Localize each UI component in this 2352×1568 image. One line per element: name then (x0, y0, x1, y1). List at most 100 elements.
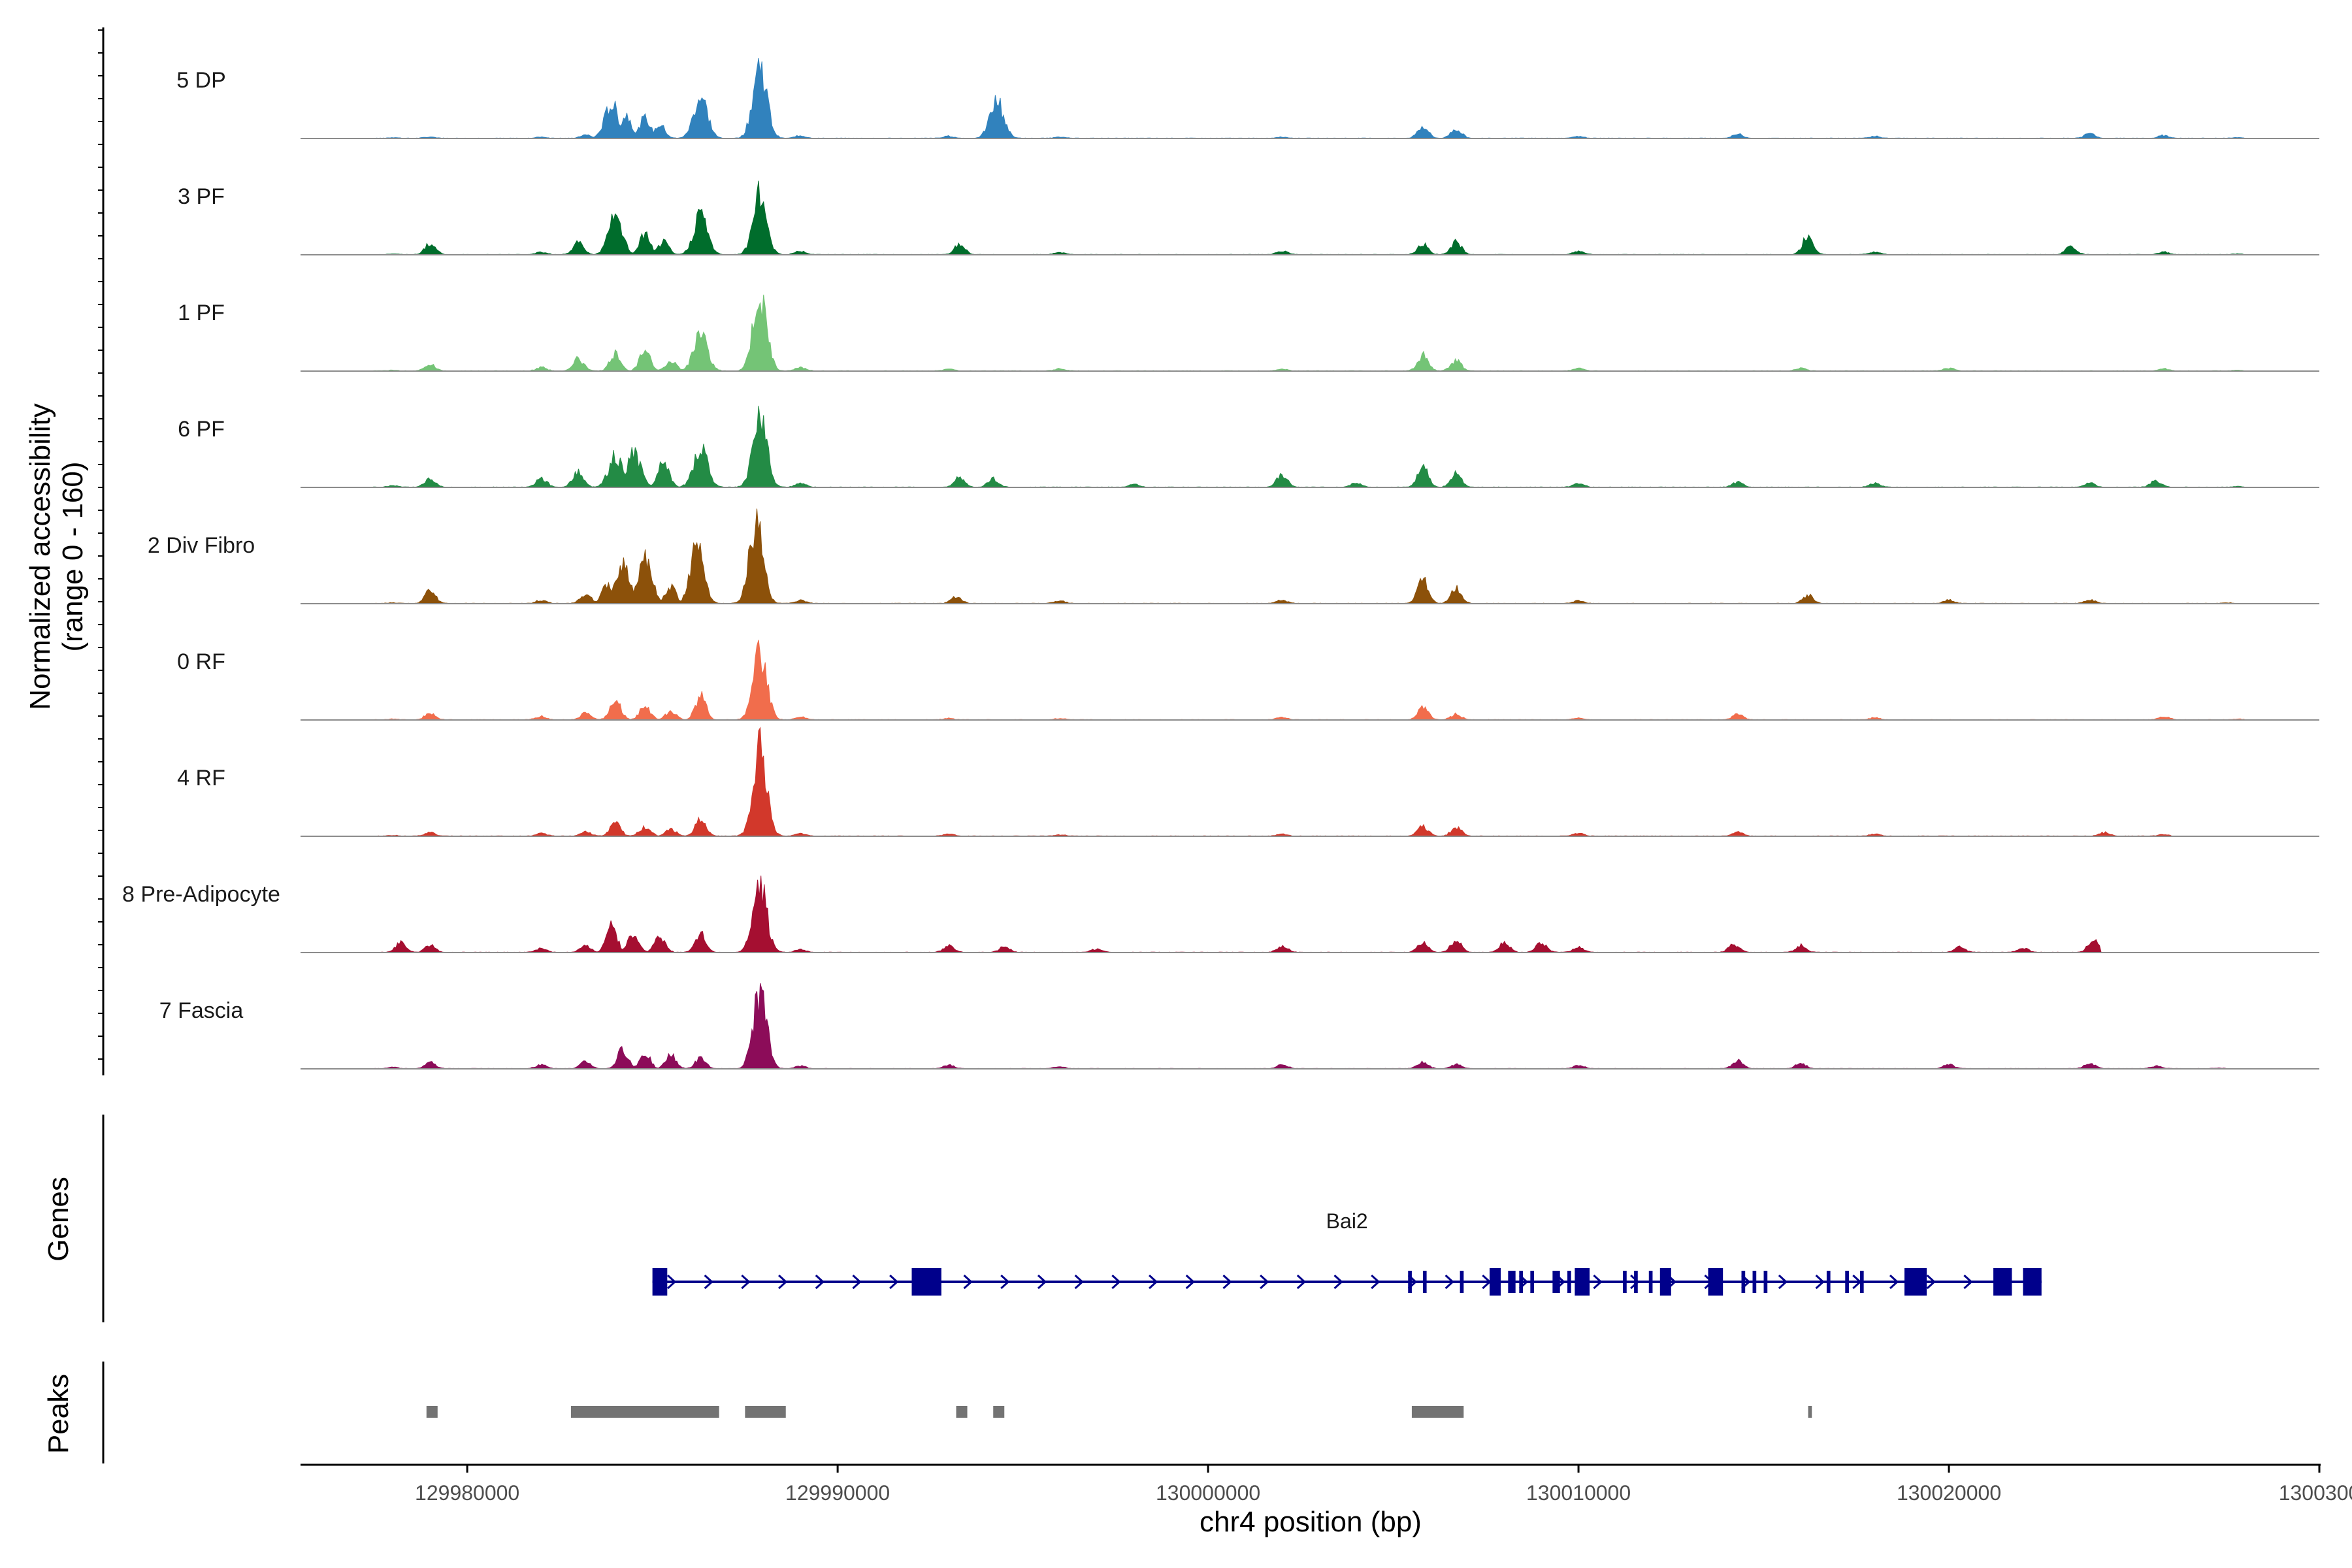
peak-region (1411, 1406, 1464, 1418)
coverage-area (363, 508, 2238, 604)
gene-exon (1623, 1271, 1627, 1293)
peak-region (993, 1406, 1005, 1418)
gene-exon (1422, 1271, 1427, 1293)
strand-arrow (1111, 1274, 1121, 1290)
strand-arrow (778, 1274, 788, 1290)
track-0-rf (301, 640, 2319, 721)
gene-exon (1634, 1271, 1638, 1293)
gene-exon (1826, 1271, 1831, 1293)
strand-arrow (1778, 1274, 1788, 1290)
peaks-panel-label: Peaks (42, 1374, 74, 1454)
gene-exon (1708, 1268, 1723, 1296)
gene-exon (1659, 1268, 1671, 1296)
strand-arrow (963, 1274, 973, 1290)
track-1-pf (301, 295, 2319, 372)
track-5-dp (301, 57, 2319, 139)
peak-region (956, 1406, 968, 1418)
track-label: 0 RF (177, 649, 225, 674)
coverage-area (363, 727, 2175, 837)
gene-model: Bai2 (652, 1209, 2042, 1296)
x-tick-label: 130000000 (1156, 1481, 1260, 1505)
strand-arrow (1222, 1274, 1232, 1290)
track-4-rf (301, 727, 2319, 837)
strand-arrow (704, 1274, 713, 1290)
strand-arrow (1260, 1274, 1269, 1290)
x-tick-label: 1300300 (2279, 1481, 2352, 1505)
coverage-area (370, 875, 2105, 953)
peak-region (1808, 1406, 1812, 1418)
track-label: 4 RF (177, 766, 225, 791)
gene-exon (1575, 1268, 1590, 1296)
strand-arrow (1889, 1274, 1899, 1290)
peak-region (745, 1406, 786, 1418)
gene-exon (1741, 1271, 1746, 1293)
gene-exon (1519, 1271, 1524, 1293)
strand-arrow (666, 1274, 677, 1290)
x-tick-label: 129980000 (415, 1481, 519, 1505)
track-2-div-fibro (301, 508, 2319, 604)
track-label: 5 DP (176, 68, 226, 93)
gene-exon (1752, 1271, 1757, 1293)
coverage-tracks (301, 57, 2319, 1070)
strand-arrow (1815, 1274, 1825, 1290)
strand-arrow (1185, 1274, 1195, 1290)
track-label: 8 Pre-Adipocyte (122, 882, 280, 907)
strand-arrow (1593, 1274, 1603, 1290)
y-axis-ticks (98, 29, 103, 1060)
x-tick-label: 129990000 (785, 1481, 890, 1505)
gene-exon (1530, 1271, 1535, 1293)
gene-exon (911, 1268, 941, 1296)
gene-exon (1508, 1271, 1516, 1293)
gene-exon (1993, 1268, 2012, 1296)
coverage-area (363, 983, 2231, 1070)
strand-arrow (852, 1274, 862, 1290)
gene-exon (1552, 1271, 1560, 1293)
gene-exon (1567, 1271, 1571, 1293)
genes-panel-label: Genes (42, 1177, 74, 1262)
coverage-area (363, 406, 2250, 488)
gene-name-label: Bai2 (1326, 1209, 1368, 1233)
strand-arrow (1630, 1274, 1640, 1290)
strand-arrow (1037, 1274, 1047, 1290)
gene-exon (1859, 1271, 1864, 1293)
gene-exon (1648, 1271, 1653, 1293)
gene-exon (1904, 1268, 1927, 1296)
strand-arrow (1149, 1274, 1158, 1290)
track-label: 1 PF (178, 301, 225, 325)
strand-arrow (889, 1274, 899, 1290)
gene-exon (652, 1268, 668, 1296)
y-axis-subtitle: (range 0 - 160) (57, 461, 89, 651)
gene-exon (1489, 1268, 1501, 1296)
x-tick-label: 130010000 (1526, 1481, 1631, 1505)
peak-region (570, 1406, 719, 1418)
track-8-pre-adipocyte (301, 875, 2319, 953)
coverage-area (363, 640, 2250, 721)
strand-arrow (1371, 1274, 1380, 1290)
strand-arrow (1074, 1274, 1084, 1290)
gene-exon (1845, 1271, 1849, 1293)
strand-arrow (1000, 1274, 1010, 1290)
x-axis-title: chr4 position (bp) (1200, 1506, 1422, 1538)
gene-exon (1408, 1271, 1412, 1293)
track-label: 2 Div Fibro (148, 533, 255, 558)
track-label: 3 PF (178, 184, 225, 209)
strand-arrow (815, 1274, 825, 1290)
strand-arrow (1296, 1274, 1307, 1290)
track-7-fascia (301, 983, 2319, 1070)
strand-arrow (1926, 1274, 1936, 1290)
coverage-area (363, 57, 2250, 139)
track-6-pf (301, 406, 2319, 488)
x-tick-label: 130020000 (1897, 1481, 2001, 1505)
x-axis-ticks: 129980000 129990000 130000000 130010000 1300… (415, 1465, 2352, 1505)
gene-exon (1763, 1271, 1768, 1293)
strand-arrow (1333, 1274, 1343, 1290)
track-label: 7 Fascia (159, 998, 244, 1023)
track-label: 6 PF (178, 417, 225, 442)
gene-exon (2023, 1268, 2042, 1296)
gene-exon (1460, 1271, 1464, 1293)
track-labels: 5 DP 3 PF 1 PF 6 PF 2 Div Fibro 0 RF 4 RF 8 Pre… (122, 68, 280, 1023)
strand-arrow (1445, 1274, 1454, 1290)
y-axis-title: Normalized accessibility (24, 403, 56, 710)
strand-arrow (1963, 1274, 1973, 1290)
peak-region (426, 1406, 438, 1418)
